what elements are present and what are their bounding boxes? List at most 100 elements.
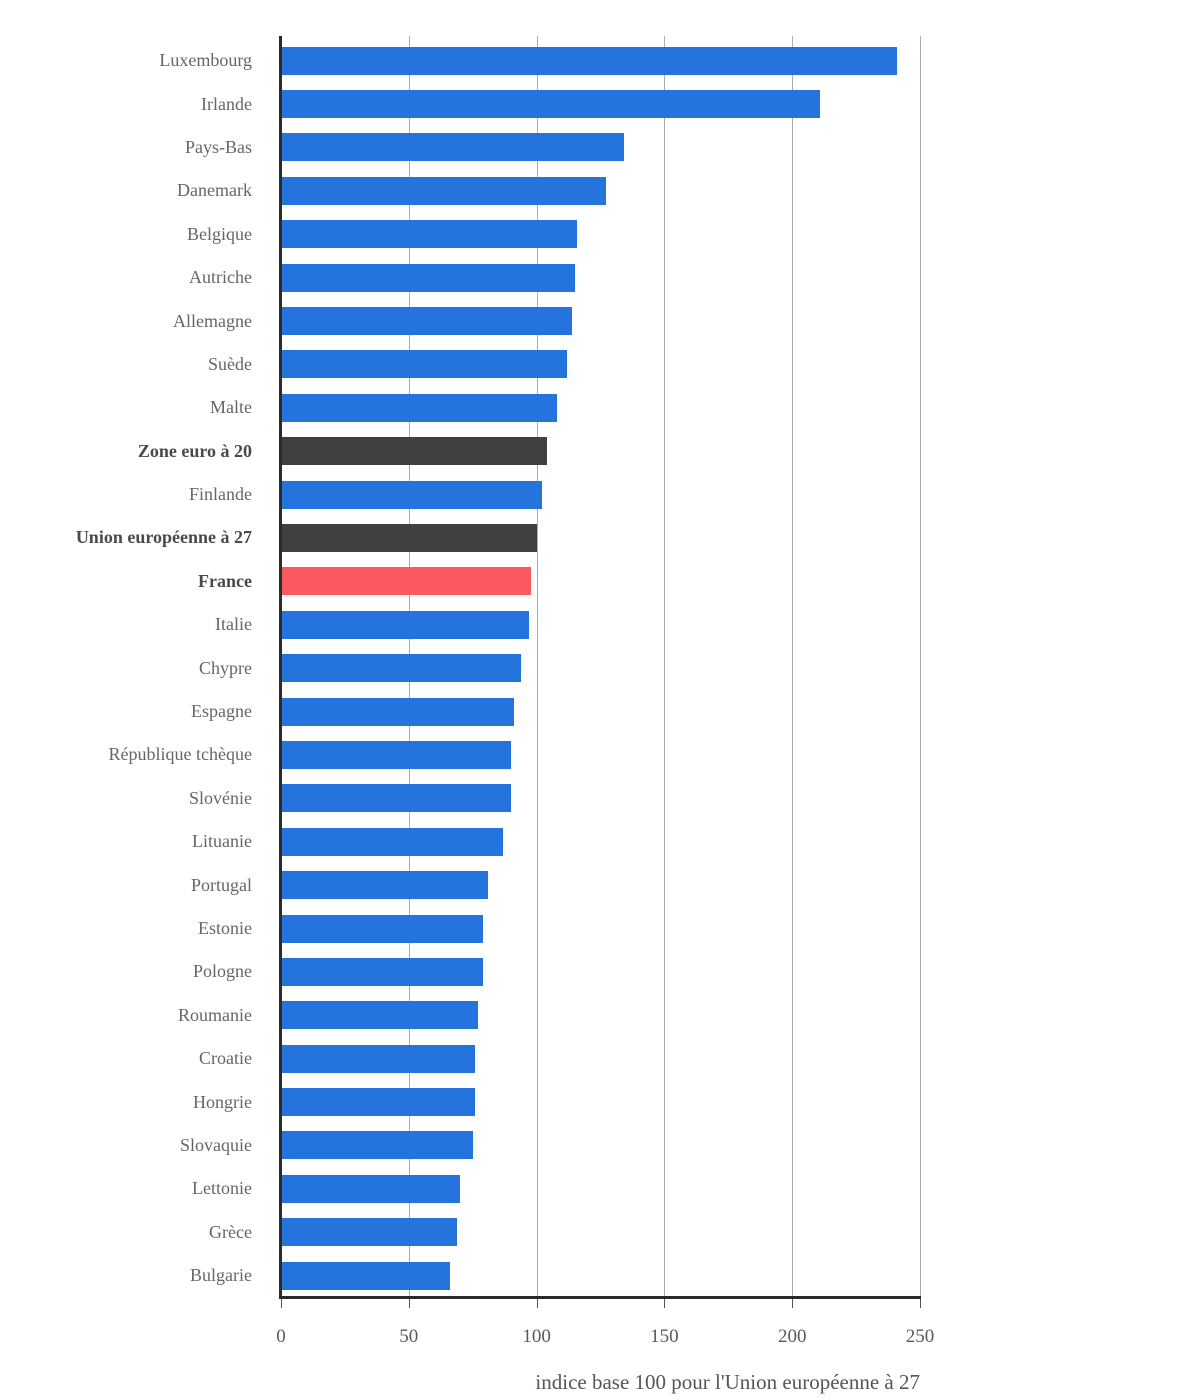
bar-row: Belgique [0, 213, 920, 256]
bar-row: Luxembourg [0, 39, 920, 82]
x-axis-caption: indice base 100 pour l'Union européenne … [535, 1370, 920, 1394]
bar [281, 697, 514, 726]
category-label: Estonie [198, 918, 252, 938]
category-label: Croatie [199, 1048, 252, 1069]
category-label: Slovénie [189, 787, 252, 808]
category-label: Espagne [191, 701, 252, 722]
bar-track [281, 871, 920, 900]
category-label: Allemagne [173, 310, 252, 331]
bar [281, 437, 547, 466]
bar-row: Estonie [0, 907, 920, 950]
category-label: Bulgarie [190, 1265, 252, 1286]
bar [281, 654, 522, 683]
bar-row: Autriche [0, 256, 920, 299]
bar-row: Irlande [0, 82, 920, 125]
x-axis-line [279, 1296, 921, 1299]
bar-track [281, 914, 920, 943]
bar-row: Chypre [0, 646, 920, 689]
bar-track [281, 567, 920, 596]
axis-tick [792, 1299, 794, 1308]
bar-row: Portugal [0, 863, 920, 906]
bar-track [281, 654, 920, 683]
category-label: Pays-Bas [185, 136, 252, 157]
category-label: République tchèque [108, 744, 252, 765]
bar-row: Hongrie [0, 1080, 920, 1123]
bar-track [281, 46, 920, 75]
bar-rows: Luxembourg Irlande Pays-Bas Danemark Belgiqu… [0, 39, 920, 1297]
bar [281, 1044, 476, 1073]
bar [281, 1261, 450, 1290]
category-label: Italie [215, 614, 252, 635]
bar-track [281, 1088, 920, 1117]
bar-row: Pologne [0, 950, 920, 993]
category-label: Portugal [191, 874, 252, 895]
bar-track [281, 784, 920, 813]
category-label: Malte [210, 397, 252, 418]
gridline-200 [792, 36, 794, 1296]
bar-row: France [0, 560, 920, 603]
bar [281, 784, 512, 813]
bar-row: Pays-Bas [0, 126, 920, 169]
bar-france-highlight [281, 567, 532, 596]
bar [281, 176, 606, 205]
category-label: Zone euro à 20 [137, 440, 252, 461]
bar [281, 871, 489, 900]
bar-track [281, 480, 920, 509]
bar [281, 827, 504, 856]
bar [281, 393, 558, 422]
bar-track [281, 393, 920, 422]
category-label: Slovaquie [180, 1134, 252, 1155]
bar-track [281, 523, 920, 552]
bar [281, 263, 575, 292]
category-label: Chypre [199, 657, 252, 678]
category-label: Lettonie [192, 1178, 252, 1199]
bar [281, 957, 483, 986]
bar-row: Slovaquie [0, 1124, 920, 1167]
bar-track [281, 307, 920, 336]
category-label: Irlande [201, 93, 252, 114]
bar-track [281, 350, 920, 379]
bar-track [281, 827, 920, 856]
axis-tick-label: 100 [522, 1326, 551, 1347]
gridline-100 [536, 36, 538, 1296]
bar-row: Slovénie [0, 777, 920, 820]
bar-row: Espagne [0, 690, 920, 733]
bar-row: République tchèque [0, 733, 920, 776]
category-label: Luxembourg [159, 50, 252, 71]
bar-track [281, 740, 920, 769]
bar-track [281, 1131, 920, 1160]
category-label: Grèce [209, 1221, 252, 1242]
category-label: Finlande [189, 484, 252, 505]
bar-row: Danemark [0, 169, 920, 212]
category-label: Union européenne à 27 [75, 527, 252, 548]
bar-row: Grèce [0, 1211, 920, 1254]
bar-track [281, 957, 920, 986]
bar [281, 90, 821, 119]
category-label: Hongrie [193, 1091, 252, 1112]
category-label: Belgique [187, 223, 252, 244]
bar-row: Union européenne à 27 [0, 516, 920, 559]
bar [281, 1131, 473, 1160]
bar-track [281, 176, 920, 205]
category-label: Danemark [177, 180, 252, 201]
bar [281, 220, 578, 249]
bar-track [281, 263, 920, 292]
axis-tick [920, 1299, 921, 1308]
bar-row: Roumanie [0, 994, 920, 1037]
axis-tick [281, 1299, 282, 1308]
axis-tick-label: 50 [399, 1326, 419, 1347]
bar [281, 480, 542, 509]
bar [281, 133, 624, 162]
bar-row: Lettonie [0, 1167, 920, 1210]
bar-track [281, 133, 920, 162]
bar [281, 740, 512, 769]
bar [281, 1088, 476, 1117]
bar [281, 1218, 458, 1247]
gridline-150 [664, 36, 666, 1296]
bar [281, 914, 483, 943]
bar-track [281, 1218, 920, 1247]
bar-row: Malte [0, 386, 920, 429]
category-label: Pologne [192, 961, 252, 982]
axis-tick [408, 1299, 410, 1308]
bar-track [281, 1261, 920, 1290]
